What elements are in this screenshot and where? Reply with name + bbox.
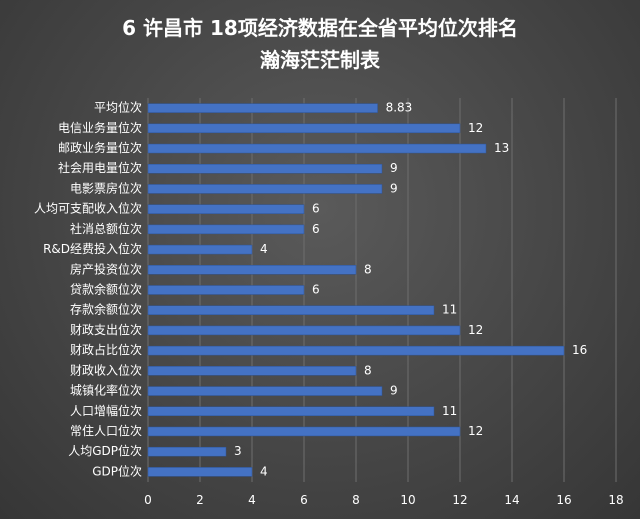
data-label: 6 — [312, 202, 320, 216]
data-label: 8 — [364, 262, 372, 276]
data-label: 9 — [390, 384, 398, 398]
category-label: GDP位次 — [92, 463, 142, 478]
bar — [147, 224, 305, 235]
chart-title: 6 许昌市 18项经济数据在全省平均位次排名 — [122, 16, 518, 40]
category-label: R&D经费投入位次 — [43, 241, 142, 256]
data-label: 8.83 — [386, 101, 413, 115]
bar — [147, 446, 227, 457]
data-label: 12 — [468, 424, 483, 438]
x-tick-label: 8 — [352, 493, 360, 507]
bar — [147, 366, 357, 376]
data-label: 3 — [234, 444, 242, 458]
category-label: 人均可支配收入位次 — [34, 201, 142, 216]
bar — [147, 163, 383, 174]
category-label: 城镇化率位次 — [70, 383, 142, 398]
bar — [147, 285, 305, 295]
category-label: 电信业务量位次 — [58, 120, 142, 135]
category-label: 财政收入位次 — [70, 362, 142, 377]
x-tick-label: 4 — [248, 493, 256, 507]
category-label: 社会用电量位次 — [58, 160, 142, 175]
x-tick-label: 10 — [400, 493, 415, 507]
bars — [147, 103, 565, 477]
data-label: 9 — [390, 181, 398, 195]
bar — [147, 325, 461, 336]
data-label: 12 — [468, 323, 483, 337]
bar — [147, 345, 565, 356]
category-label: 房产投资位次 — [70, 261, 142, 276]
data-label: 12 — [468, 121, 483, 135]
category-label: 社消总额位次 — [70, 221, 142, 236]
bar — [147, 265, 357, 275]
x-axis-ticks: 0 2 4 6 8 10 12 14 16 18 — [144, 493, 623, 507]
gridlines — [147, 98, 617, 482]
category-label: 常住人口位次 — [70, 423, 142, 438]
category-label: 电影票房位次 — [70, 180, 142, 195]
data-label: 16 — [572, 343, 587, 357]
x-tick-label: 16 — [556, 493, 571, 507]
data-label: 8 — [364, 363, 372, 377]
bar — [147, 143, 487, 154]
bar — [147, 123, 461, 134]
bar — [147, 204, 305, 214]
data-label: 6 — [312, 222, 320, 236]
chart-subtitle: 瀚海茫茫制表 — [260, 48, 381, 72]
data-label: 11 — [442, 404, 457, 418]
data-label: 4 — [260, 242, 268, 256]
value-labels: 8.83 12 13 9 9 6 6 4 8 6 11 12 16 8 9 11 12 3 4 — [234, 101, 587, 479]
data-label: 13 — [494, 141, 509, 155]
category-label: 人均GDP位次 — [68, 443, 142, 458]
x-tick-label: 6 — [300, 493, 308, 507]
category-label: 人口增幅位次 — [70, 403, 142, 418]
x-tick-label: 2 — [196, 493, 204, 507]
x-tick-label: 12 — [452, 493, 467, 507]
category-label: 财政占比位次 — [70, 342, 142, 357]
x-tick-label: 0 — [144, 493, 152, 507]
category-label: 财政支出位次 — [70, 322, 142, 337]
data-label: 9 — [390, 161, 398, 175]
x-tick-label: 14 — [504, 493, 519, 507]
data-label: 4 — [260, 464, 268, 478]
data-label: 6 — [312, 283, 320, 297]
category-labels: 平均位次电信业务量位次邮政业务量位次社会用电量位次电影票房位次人均可支配收入位次… — [34, 100, 142, 479]
bar — [147, 426, 461, 437]
bar — [147, 305, 435, 315]
bar — [147, 406, 435, 417]
data-label: 11 — [442, 303, 457, 317]
bar — [147, 103, 378, 113]
category-label: 存款余额位次 — [70, 302, 142, 317]
bar — [147, 467, 253, 477]
bar — [147, 184, 383, 194]
category-label: 平均位次 — [94, 100, 142, 115]
category-label: 邮政业务量位次 — [58, 140, 142, 155]
bar — [147, 386, 383, 396]
bar — [147, 244, 253, 255]
category-label: 贷款余额位次 — [70, 282, 142, 297]
x-tick-label: 18 — [608, 493, 623, 507]
